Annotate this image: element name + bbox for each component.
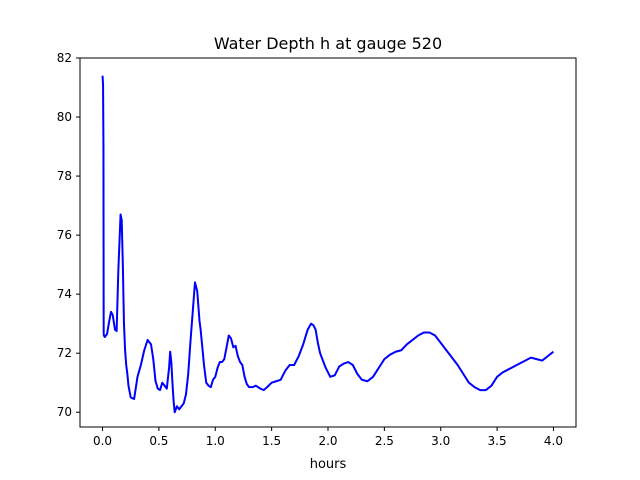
- y-tick-label: 80: [57, 110, 72, 124]
- x-axis: 0.0 0.5 1.0 1.5 2.0 2.5 3.0 3.5 4.0: [93, 427, 563, 448]
- plot-area: [79, 57, 577, 428]
- x-tick-label: 2.0: [318, 434, 337, 448]
- x-tick-label: 1.0: [206, 434, 225, 448]
- x-axis-label: hours: [310, 457, 347, 472]
- x-tick-label: 1.5: [262, 434, 281, 448]
- y-tick-label: 74: [57, 287, 72, 301]
- y-axis: 70 72 74 76 78 80 82: [57, 51, 80, 419]
- x-tick-label: 0.0: [93, 434, 112, 448]
- y-tick-label: 70: [57, 405, 72, 419]
- x-tick-label: 3.5: [488, 434, 507, 448]
- y-tick-label: 82: [57, 51, 72, 65]
- x-tick-label: 3.0: [431, 434, 450, 448]
- y-tick-label: 76: [57, 228, 72, 242]
- y-tick-label: 78: [57, 169, 72, 183]
- chart-title: Water Depth h at gauge 520: [214, 34, 442, 53]
- series-line: [101, 75, 555, 414]
- x-tick-label: 2.5: [375, 434, 394, 448]
- y-tick-label: 72: [57, 346, 72, 360]
- x-tick-label: 0.5: [149, 434, 168, 448]
- x-tick-label: 4.0: [544, 434, 563, 448]
